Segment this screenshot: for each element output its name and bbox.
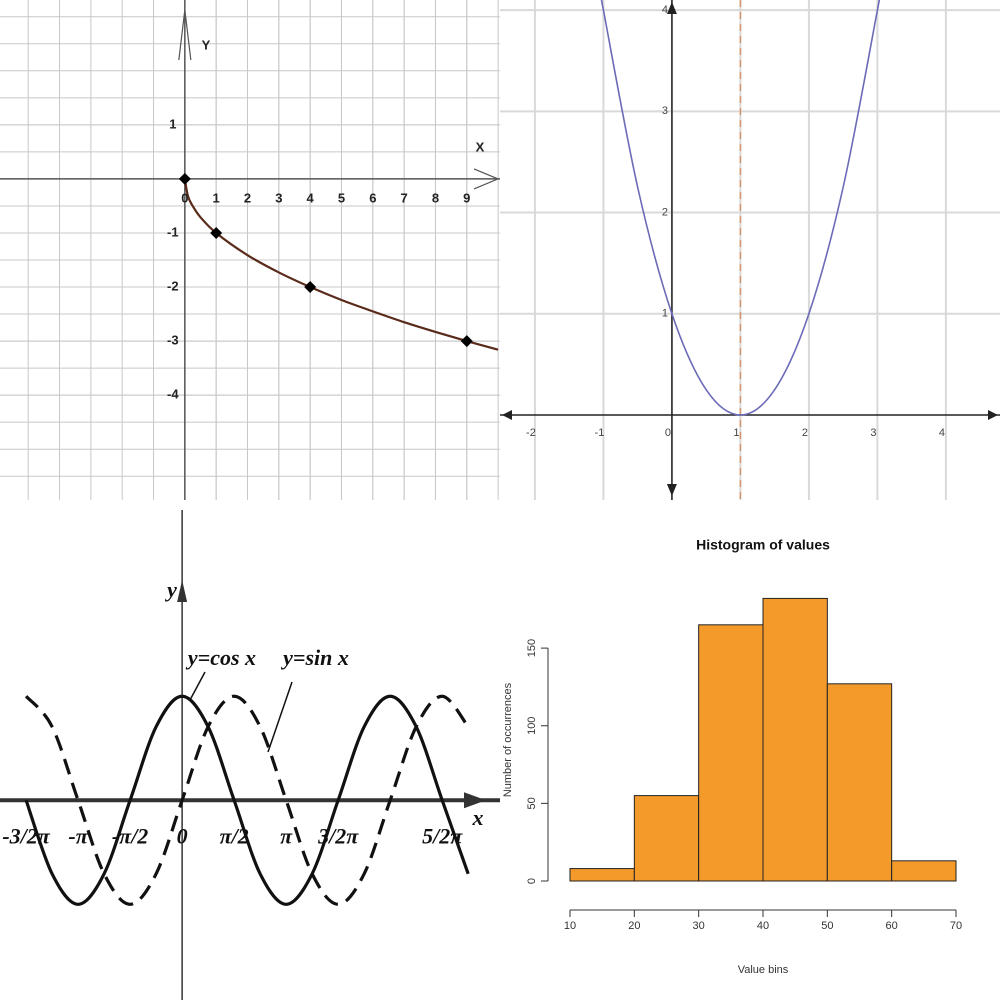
y-tick-label: 1 (169, 116, 176, 131)
series-line (600, 0, 881, 416)
y-axis-label: Number of occurrences (502, 682, 514, 797)
x-tick-label: π/2 (220, 823, 249, 848)
x-tick-label: 4 (939, 427, 945, 439)
bar (826, 683, 893, 882)
chart-title: Histogram of values (696, 537, 830, 553)
x-tick-label: π (280, 823, 293, 848)
chart-panel: 0 1 2 3 4 5 6 7 8 9 -4 -3 -2 -1 1 X Y (0, 0, 500, 500)
x-tick-label: 3 (870, 427, 876, 439)
x-axis-label: Value bins (738, 964, 789, 976)
y-tick-label: 0 (526, 878, 538, 884)
x-tick-label: 40 (757, 920, 769, 932)
y-tick-label: 2 (662, 206, 668, 218)
x-arrow (473, 168, 500, 190)
chart-panel: Histogram of values 10 20 30 40 50 60 70 0 50 100 1… (502, 537, 962, 976)
point (304, 281, 317, 294)
x-axis-label: x (472, 805, 484, 830)
x-tick-label: -1 (595, 427, 605, 439)
x-tick-label: 30 (693, 920, 705, 932)
bar (762, 597, 828, 882)
y-tick-label: 50 (526, 797, 538, 809)
x-arrow (502, 409, 512, 420)
x-tick-label: 6 (369, 190, 376, 205)
x-tick-label: 5 (338, 190, 345, 205)
x-tick-label: 60 (886, 920, 898, 932)
x-tick-label: 2 (244, 190, 251, 205)
x-tick-label: 0 (177, 823, 188, 848)
y-arrow (177, 580, 188, 602)
y-tick-label: -1 (167, 224, 179, 239)
x-axis-label: X (476, 139, 485, 154)
y-tick-label: -3 (167, 333, 179, 348)
y-tick-label: 4 (662, 4, 668, 16)
x-tick-label: -π (68, 823, 88, 848)
series-line (24, 694, 470, 906)
x-arrow (988, 409, 998, 420)
y-tick-label: 3 (662, 105, 668, 117)
annotation: y=sin x (280, 645, 349, 670)
y-tick-label: 150 (526, 639, 538, 657)
y-tick-label: 1 (662, 308, 668, 320)
x-arrow (464, 792, 486, 809)
x-tick-label: 5/2π (422, 823, 463, 848)
x-tick-label: 0 (181, 190, 188, 205)
annotation: y=cos x (185, 645, 256, 670)
chart-panel: -2 -1 0 1 2 3 4 1 2 3 4 (500, 0, 1000, 500)
x-tick-label: 3/2π (317, 823, 359, 848)
bar (891, 860, 957, 882)
y-tick-label: -2 (167, 278, 179, 293)
x-tick-label: -π/2 (112, 823, 148, 848)
x-tick-label: 1 (733, 427, 739, 439)
annotation-leader (189, 671, 206, 701)
x-tick-label: 50 (821, 920, 833, 932)
bar (633, 795, 700, 882)
y-axis-label: y (164, 577, 177, 602)
x-tick-label: 2 (802, 427, 808, 439)
x-tick-label: -2 (526, 427, 536, 439)
x-tick-label: 0 (665, 427, 671, 439)
y-arrow (666, 484, 677, 496)
y-axis-label: Y (202, 37, 211, 52)
chart-panel: -3/2π -π -π/2 0 π/2 π 3/2π 5/2π x y y=cos x y=sin x (0, 510, 500, 1000)
y-arrow (666, 2, 677, 14)
bar (569, 868, 635, 882)
y-tick-label: 100 (526, 717, 538, 735)
y-arrow (178, 9, 192, 61)
x-tick-label: 70 (950, 920, 962, 932)
x-tick-label: 3 (275, 190, 282, 205)
series-line (24, 694, 470, 906)
point (178, 172, 191, 185)
point (210, 226, 223, 239)
x-tick-label: 7 (401, 190, 408, 205)
x-tick-label: 8 (432, 190, 439, 205)
annotation-leader (267, 681, 293, 753)
y-tick-label: -4 (167, 387, 179, 402)
series-line (183, 178, 499, 351)
x-tick-label: 9 (463, 190, 470, 205)
x-tick-label: 10 (564, 920, 576, 932)
x-tick-label: 20 (628, 920, 640, 932)
x-tick-label: 4 (307, 190, 315, 205)
x-tick-label: -3/2π (2, 823, 50, 848)
point (460, 335, 473, 348)
bar (698, 624, 764, 882)
x-tick-label: 1 (213, 190, 220, 205)
